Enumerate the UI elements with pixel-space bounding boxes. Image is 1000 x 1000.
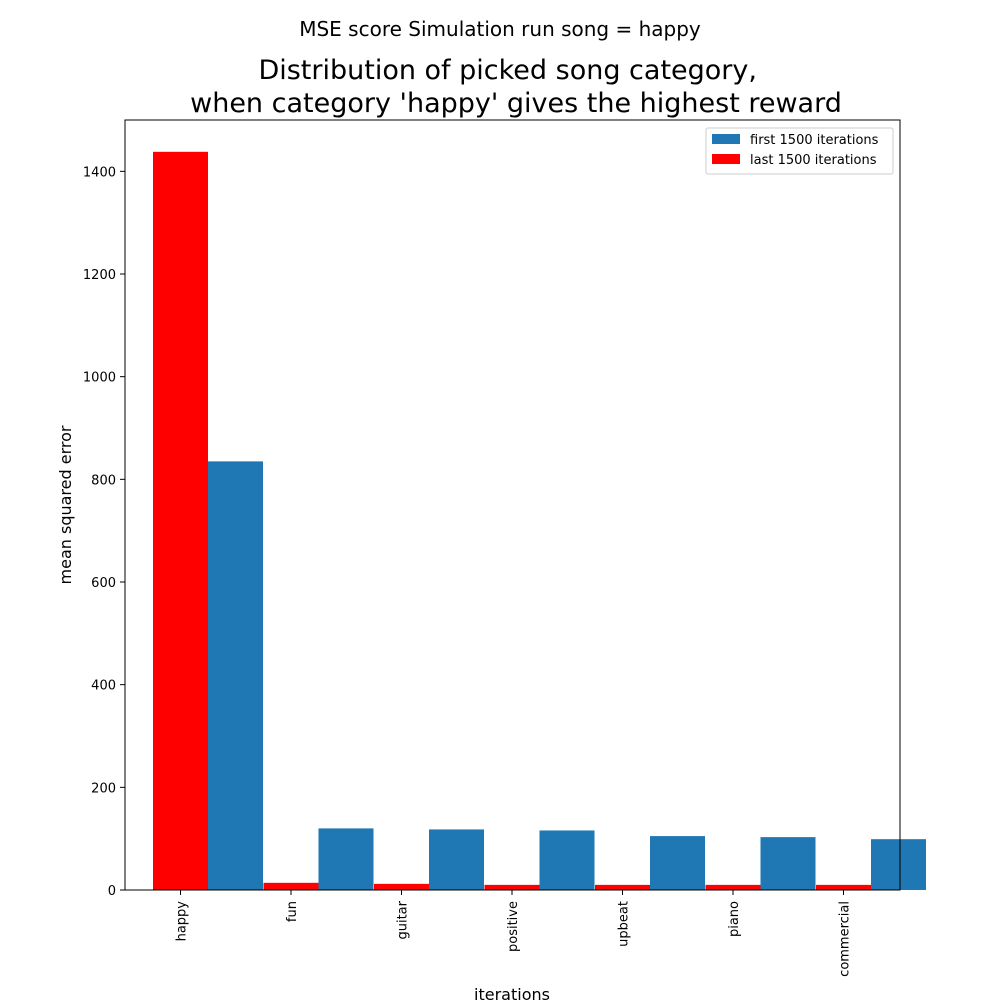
bar-last-piano [705, 884, 761, 890]
bar-first-commercial [871, 839, 926, 890]
legend-swatch [712, 134, 740, 144]
chart-title-line-1: Distribution of picked song category, [258, 55, 757, 86]
bar-first-piano [760, 837, 816, 890]
legend-box [705, 127, 894, 175]
bar-last-guitar [374, 883, 429, 890]
plot-frame [124, 119, 901, 891]
bar-first-fun [318, 828, 374, 890]
chart-title: Distribution of picked song category, wh… [190, 55, 842, 119]
y-tick-label: 400 [91, 679, 116, 694]
legend-label: first 1500 iterations [750, 133, 879, 148]
bar-last-commercial [816, 884, 871, 890]
y-tick-label: 200 [91, 781, 116, 796]
chart-title-line-2: when category 'happy' gives the highest … [190, 88, 842, 119]
y-axis: 0 200 400 600 800 1000 1200 1400 [83, 165, 125, 899]
bar-last-positive [484, 884, 540, 890]
x-axis: happy fun guitar positive upbeat piano commerc… [175, 890, 853, 977]
x-tick-label-fun: fun [285, 901, 300, 922]
x-tick-label-piano: piano [727, 901, 742, 937]
legend-swatch [712, 154, 740, 164]
bar-first-upbeat [650, 836, 705, 890]
x-axis-label: iterations [474, 985, 550, 1000]
bar-last-fun [263, 882, 319, 890]
y-tick-label: 800 [91, 473, 116, 488]
x-tick-label-commercial: commercial [838, 901, 853, 977]
y-tick-label: 1000 [83, 371, 116, 386]
legend-label: last 1500 iterations [750, 153, 877, 168]
x-tick-label-guitar: guitar [396, 900, 411, 939]
y-axis-label: mean squared error [56, 425, 75, 584]
y-tick-label: 1200 [83, 268, 116, 283]
y-tick-label: 0 [108, 884, 116, 899]
bar-last-upbeat [595, 884, 650, 890]
bars-group [153, 151, 926, 890]
y-tick-label: 1400 [83, 165, 116, 180]
x-tick-label-happy: happy [175, 901, 190, 942]
bar-first-happy [208, 461, 263, 890]
figure-suptitle: MSE score Simulation run song = happy [299, 17, 701, 41]
y-tick-label: 600 [91, 576, 116, 591]
legend: first 1500 iterations last 1500 iteration… [705, 127, 894, 175]
x-tick-label-upbeat: upbeat [617, 901, 632, 947]
bar-last-happy [153, 151, 208, 890]
bar-first-guitar [429, 829, 484, 890]
x-tick-label-positive: positive [506, 901, 521, 952]
bar-first-positive [539, 830, 595, 890]
